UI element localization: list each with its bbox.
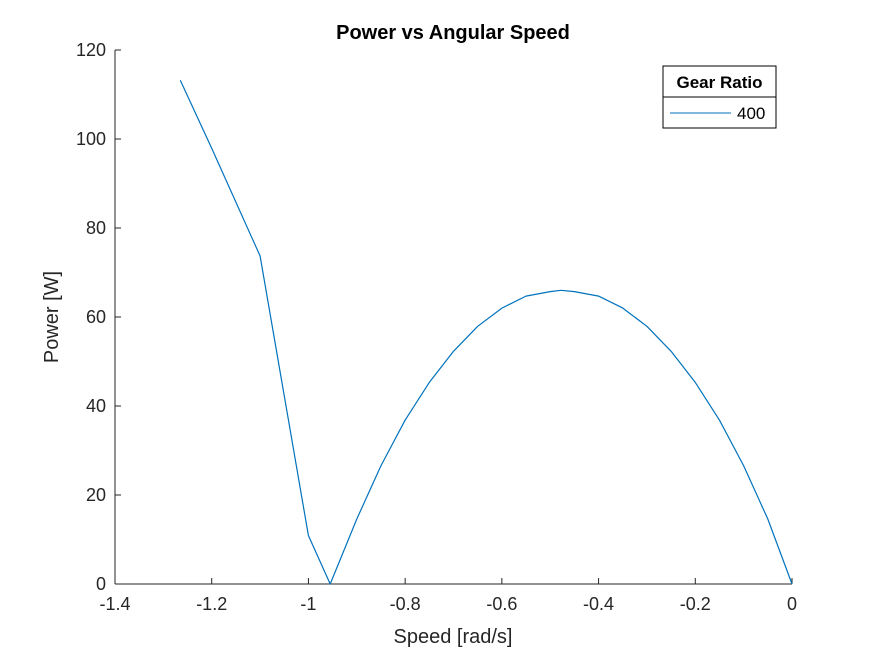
legend-title: Gear Ratio	[677, 73, 763, 92]
x-tick-label: -1.4	[99, 594, 130, 614]
x-tick-label: -1.2	[196, 594, 227, 614]
x-tick-label: -0.6	[486, 594, 517, 614]
y-axis: 0 20 40 60 80 100 120	[76, 40, 121, 594]
series-line-400	[179, 80, 793, 585]
y-axis-title: Power [W]	[41, 271, 63, 363]
plot-area	[115, 50, 792, 584]
y-tick-label: 100	[76, 129, 106, 149]
x-axis-title: Speed [rad/s]	[394, 626, 513, 648]
y-tick-label: 20	[86, 485, 106, 505]
legend: Gear Ratio 400	[662, 65, 777, 129]
x-tick-label: -0.2	[680, 594, 711, 614]
chart-title: Power vs Angular Speed	[336, 22, 570, 44]
y-tick-label: 60	[86, 307, 106, 327]
series-layer	[179, 80, 793, 585]
x-tick-label: 0	[787, 594, 797, 614]
y-tick-label: 40	[86, 396, 106, 416]
x-tick-label: -1	[300, 594, 316, 614]
y-tick-label: 0	[96, 574, 106, 594]
x-tick-label: -0.8	[390, 594, 421, 614]
legend-series-label: 400	[737, 104, 765, 123]
x-tick-label: -0.4	[583, 594, 614, 614]
y-tick-label: 80	[86, 218, 106, 238]
y-tick-label: 120	[76, 40, 106, 60]
